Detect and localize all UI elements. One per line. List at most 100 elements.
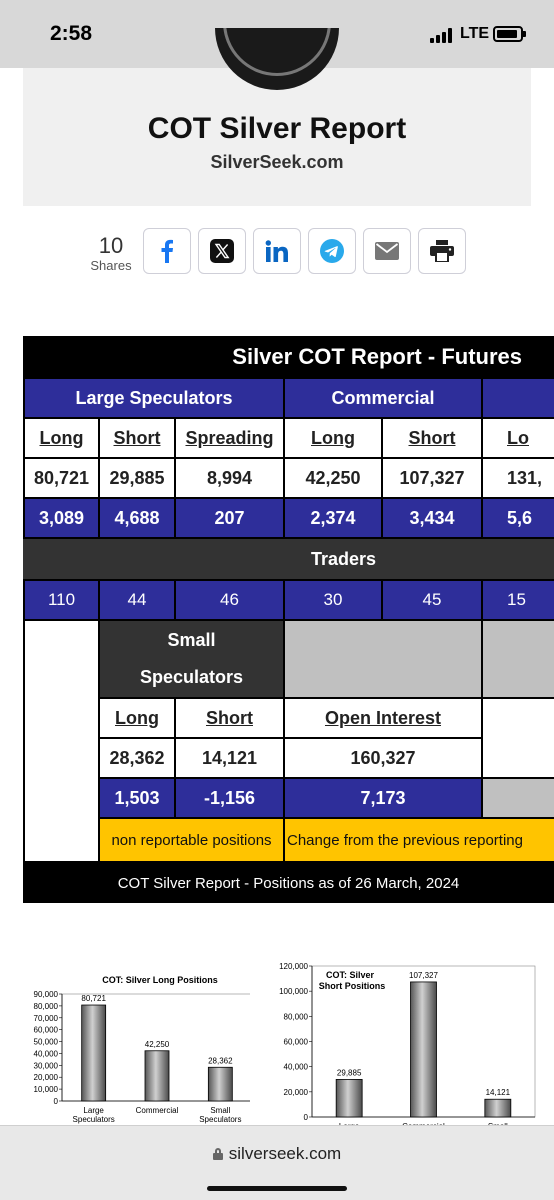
com-long-change: 2,374 [285, 499, 381, 537]
url-text: silverseek.com [228, 1144, 342, 1163]
c1-data-label: 42,250 [145, 1040, 170, 1049]
cellular-signal-icon [430, 27, 456, 43]
ls-spreading-value: 8,994 [176, 459, 283, 497]
c2-data-label: 107,327 [409, 971, 438, 980]
network-type: LTE [460, 25, 490, 42]
com-short-change: 3,434 [383, 499, 481, 537]
change-note: Change from the previous reporting [285, 819, 554, 861]
change-clipped: 5,6 [483, 499, 554, 537]
ss-long-change: 1,503 [100, 779, 174, 817]
cot-report-table: Silver COT Report - Futures Large Specul… [23, 336, 554, 903]
com-long-value: 42,250 [285, 459, 381, 497]
c1-y-tick-label: 0 [54, 1097, 59, 1106]
long-chart-title: COT: Silver Long Positions [102, 975, 218, 985]
header-card: COT Silver Report SilverSeek.com [23, 28, 531, 206]
c1-category-label: Speculators [199, 1115, 241, 1124]
battery-icon [493, 26, 526, 42]
ls-short-traders: 44 [100, 581, 174, 619]
gray-cell-clipped [483, 621, 554, 697]
c2-bar [335, 1078, 363, 1118]
c1-y-tick-label: 40,000 [34, 1049, 59, 1058]
c1-y-tick-label: 60,000 [34, 1026, 59, 1035]
c1-category-label: Small [210, 1106, 230, 1115]
ss-short-value: 14,121 [176, 739, 283, 777]
facebook-icon [161, 239, 173, 263]
ls-long-traders: 110 [25, 581, 98, 619]
x-icon [210, 239, 234, 263]
status-time: 2:58 [50, 22, 93, 45]
ls-spreading-traders: 46 [176, 581, 283, 619]
c2-bar [410, 981, 437, 1118]
c1-bar [81, 1004, 107, 1102]
ls-long-change: 3,089 [25, 499, 98, 537]
c1-category-label: Commercial [136, 1106, 179, 1115]
report-footer-date: 26 March, 2024 [355, 874, 460, 892]
report-title: Silver COT Report - Futures [232, 343, 522, 369]
c2-y-tick-label: 60,000 [284, 1038, 309, 1047]
c1-y-tick-label: 70,000 [34, 1014, 59, 1023]
ss-long-header: Long [100, 699, 174, 737]
c1-bar [207, 1066, 233, 1102]
gray-cell [285, 621, 481, 697]
c1-y-tick-label: 80,000 [34, 1002, 59, 1011]
c2-bar [484, 1098, 512, 1118]
c2-y-tick-label: 40,000 [284, 1063, 309, 1072]
value-clipped: 131, [483, 459, 554, 497]
share-linkedin-button[interactable] [253, 228, 301, 274]
share-x-button[interactable] [198, 228, 246, 274]
c1-data-label: 80,721 [81, 994, 106, 1003]
c1-y-tick-label: 50,000 [34, 1038, 59, 1047]
large-speculators-header: Large Speculators [25, 379, 283, 417]
small-speculators-line1: Small [167, 630, 216, 650]
share-facebook-button[interactable] [143, 228, 191, 274]
c1-y-tick-label: 20,000 [34, 1073, 59, 1082]
c1-category-label: Speculators [73, 1115, 115, 1124]
com-short-value: 107,327 [383, 459, 481, 497]
share-count-number: 10 [98, 233, 124, 258]
email-icon [375, 242, 399, 260]
ls-short-value: 29,885 [100, 459, 174, 497]
ls-short-header: Short [100, 419, 174, 457]
url-display[interactable]: silverseek.com [0, 1144, 554, 1164]
short-chart-title-line1: COT: Silver [326, 970, 375, 980]
ls-short-change: 4,688 [100, 499, 174, 537]
c2-y-tick-label: 80,000 [284, 1012, 309, 1021]
home-indicator [207, 1186, 347, 1191]
short-chart-title-line2: Short Positions [319, 981, 386, 991]
white-cell-clipped [483, 699, 554, 777]
c1-bar [144, 1050, 170, 1102]
ls-spreading-change: 207 [176, 499, 283, 537]
report-footer-text: COT Silver Report - Positions as of [117, 874, 351, 892]
c2-y-tick-label: 0 [304, 1113, 309, 1122]
col-header-clipped: Lo [483, 419, 554, 457]
traders-label: Traders [23, 539, 554, 579]
site-subtitle: SilverSeek.com [210, 152, 344, 172]
linkedin-icon [265, 240, 288, 262]
ls-long-header: Long [25, 419, 98, 457]
c1-category-label: Large [83, 1106, 104, 1115]
print-icon [430, 240, 454, 262]
share-count-label: Shares [90, 258, 132, 273]
c2-y-tick-label: 100,000 [279, 987, 308, 996]
commercial-header: Commercial [285, 379, 481, 417]
telegram-icon [320, 239, 344, 263]
com-short-header: Short [383, 419, 481, 457]
print-button[interactable] [418, 228, 466, 274]
site-logo [215, 28, 339, 90]
c2-y-tick-label: 120,000 [279, 962, 308, 971]
ss-long-value: 28,362 [100, 739, 174, 777]
share-count: 10 Shares [88, 233, 134, 274]
share-telegram-button[interactable] [308, 228, 356, 274]
blank-cell [25, 621, 98, 861]
short-positions-chart: COT: Silver Short Positions 0 20,000 40,00… [279, 962, 536, 1127]
com-long-header: Long [285, 419, 381, 457]
share-email-button[interactable] [363, 228, 411, 274]
long-positions-chart: COT: Silver Long Positions 0 10,000 20,000… [34, 975, 250, 1124]
gray-change-clipped [483, 779, 554, 817]
ls-long-value: 80,721 [25, 459, 98, 497]
c2-category-label: Small [488, 1122, 508, 1127]
group-header-clipped [483, 379, 554, 417]
ls-spreading-header: Spreading [176, 419, 283, 457]
ss-short-change: -1,156 [176, 779, 283, 817]
